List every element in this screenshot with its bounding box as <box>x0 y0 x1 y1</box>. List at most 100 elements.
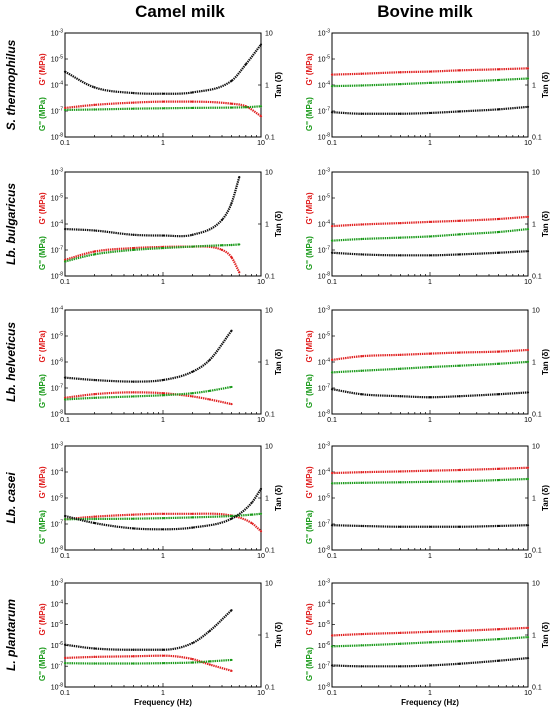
data-point <box>458 480 461 483</box>
data-point <box>220 248 224 251</box>
data-point <box>93 86 96 89</box>
x-tick-label: 0.1 <box>60 417 70 424</box>
data-point <box>360 524 363 528</box>
data-point <box>230 609 233 612</box>
x-tick-label: 10 <box>524 417 532 424</box>
series-line <box>331 348 529 361</box>
data-point <box>93 521 96 525</box>
data-point <box>497 251 500 254</box>
panel: 0.1 1 10 10-3 10-4 10-5 10-7 10-8 10 1 0.1 G' (MPa)… <box>305 442 550 561</box>
data-point <box>132 527 135 530</box>
data-point <box>230 517 233 520</box>
x-tick-label: 10 <box>524 690 532 697</box>
left-tick-label: 10-5 <box>51 55 63 64</box>
right-tick-label: 1 <box>532 496 536 503</box>
data-point <box>238 175 241 179</box>
left-tick-label: 10-6 <box>51 641 63 650</box>
data-point <box>191 395 194 398</box>
right-tick-label: 1 <box>265 633 269 640</box>
data-point <box>458 629 461 632</box>
data-point <box>161 100 165 103</box>
data-point <box>330 84 334 88</box>
ylabel-g-double-prime: G'' (MPa) <box>38 510 47 544</box>
data-point <box>399 470 402 473</box>
x-tick-label: 10 <box>257 140 265 147</box>
data-point <box>360 84 363 87</box>
data-point <box>360 369 363 372</box>
data-point <box>360 632 363 636</box>
data-point <box>428 630 432 633</box>
left-tick-label: 10-3 <box>51 29 63 38</box>
data-point <box>399 221 402 225</box>
data-point <box>230 514 233 518</box>
right-tick-label: 10 <box>265 170 273 177</box>
right-tick-label: 10 <box>532 444 540 451</box>
left-tick-label: 10-7 <box>51 384 63 393</box>
data-point <box>259 43 263 46</box>
data-point <box>132 513 135 516</box>
data-point <box>330 225 334 228</box>
data-point <box>161 92 165 95</box>
data-point <box>526 67 530 70</box>
ylabel-tan-delta: Tan (δ) <box>541 485 550 511</box>
data-point <box>230 256 233 259</box>
data-point <box>161 648 165 651</box>
data-point <box>161 528 165 531</box>
x-tick-label: 0.1 <box>327 553 337 560</box>
left-tick-label: 10-5 <box>318 194 330 203</box>
data-point <box>497 217 500 221</box>
data-point <box>330 482 334 485</box>
x-tick-label: 1 <box>428 279 432 286</box>
data-point <box>330 388 334 391</box>
data-point <box>360 237 363 241</box>
right-tick-label: 10 <box>265 308 273 315</box>
data-point <box>208 398 211 401</box>
ylabel-g-prime: G' (MPa) <box>305 192 314 224</box>
data-point <box>497 467 500 470</box>
data-point <box>161 662 165 665</box>
data-point <box>497 638 500 641</box>
left-tick-label: 10-3 <box>318 29 330 38</box>
x-tick-label: 0.1 <box>60 140 70 147</box>
data-point <box>259 530 263 533</box>
data-point <box>230 402 233 406</box>
ylabel-g-prime: G' (MPa) <box>305 330 314 362</box>
data-point <box>497 628 500 631</box>
ylabel-tan-delta: Tan (δ) <box>274 349 283 375</box>
x-tick-label: 10 <box>257 553 265 560</box>
left-tick-label: 10-3 <box>318 579 330 588</box>
series-line <box>64 330 233 383</box>
x-tick-label: 1 <box>428 690 432 697</box>
data-point <box>330 358 334 361</box>
panel: 0.1 1 10 10-3 10-4 10-5 10-6 10-7 10-8 10 1 0.1 G' (… <box>4 579 283 708</box>
ylabel-g-double-prime: G'' (MPa) <box>38 374 47 408</box>
data-point <box>458 640 461 643</box>
ylabel-g-double-prime: G'' (MPa) <box>38 647 47 681</box>
right-tick-label: 0.1 <box>265 548 275 555</box>
right-tick-label: 0.1 <box>265 685 275 692</box>
row-label: Lb. bulgaricus <box>4 183 18 265</box>
left-tick-label: 10-4 <box>318 468 330 477</box>
left-tick-label: 10-3 <box>318 168 330 177</box>
data-point <box>230 385 233 389</box>
ylabel-tan-delta: Tan (δ) <box>541 211 550 237</box>
right-tick-label: 1 <box>265 496 269 503</box>
data-point <box>259 115 263 118</box>
data-point <box>458 364 461 367</box>
data-point <box>330 524 334 527</box>
data-point <box>161 394 165 397</box>
left-tick-label: 10-7 <box>318 107 330 116</box>
data-point <box>399 71 402 74</box>
ylabel-tan-delta: Tan (δ) <box>541 622 550 648</box>
data-point <box>526 360 530 363</box>
left-tick-label: 10-5 <box>318 55 330 64</box>
plot-frame <box>64 32 262 138</box>
data-point <box>497 393 500 396</box>
data-point <box>428 111 432 115</box>
left-tick-label: 10-4 <box>51 599 63 608</box>
panel: 0.1 1 10 10-3 10-5 10-4 10-7 10-8 10 1 0.1 G' (MPa)… <box>4 168 283 287</box>
data-point <box>428 352 432 355</box>
left-tick-label: 10-8 <box>51 410 63 419</box>
x-tick-label: 1 <box>428 140 432 147</box>
right-tick-label: 1 <box>265 83 269 90</box>
